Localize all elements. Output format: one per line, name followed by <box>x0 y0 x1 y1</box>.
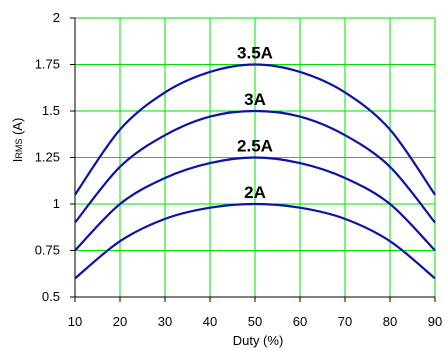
y-axis-title-subscript: RMS <box>14 139 24 159</box>
x-axis-title: Duty (%) <box>233 333 284 348</box>
y-tick-label: 1.75 <box>35 57 60 72</box>
x-tick-label: 40 <box>203 314 217 329</box>
series-label: 2.5A <box>237 137 273 156</box>
series-line <box>74 156 436 252</box>
series-line <box>74 202 436 280</box>
y-tick-label: 1 <box>53 196 60 211</box>
x-tick-label: 80 <box>383 314 397 329</box>
series-label: 3.5A <box>237 44 273 63</box>
series-lines <box>74 63 436 280</box>
x-tick-labels: 10 20 30 40 50 60 70 80 90 <box>68 314 442 329</box>
x-tick-label: 10 <box>68 314 82 329</box>
y-tick-label: 0.5 <box>42 289 60 304</box>
y-tick-label: 1.25 <box>35 150 60 165</box>
x-tick-label: 30 <box>158 314 172 329</box>
y-tick-label: 0.75 <box>35 243 60 258</box>
y-axis-title-main: I <box>10 159 25 163</box>
y-axis-title-unit: (A) <box>10 118 25 139</box>
x-tick-label: 90 <box>428 314 442 329</box>
y-tick-label: 1.5 <box>42 103 60 118</box>
x-tick-label: 20 <box>113 314 127 329</box>
series-label: 3A <box>244 90 266 109</box>
x-tick-label: 60 <box>293 314 307 329</box>
series-line <box>74 63 436 196</box>
series-labels: 3.5A 3A 2.5A 2A <box>237 44 273 203</box>
x-tick-label: 50 <box>248 314 262 329</box>
series-label: 2A <box>244 183 266 202</box>
series-line <box>74 109 436 224</box>
x-tick-label: 70 <box>338 314 352 329</box>
y-tick-labels: 0.5 0.75 1 1.25 1.5 1.75 2 <box>35 10 60 304</box>
y-axis-title: IRMS (A) <box>10 118 25 163</box>
y-tick-label: 2 <box>53 10 60 25</box>
